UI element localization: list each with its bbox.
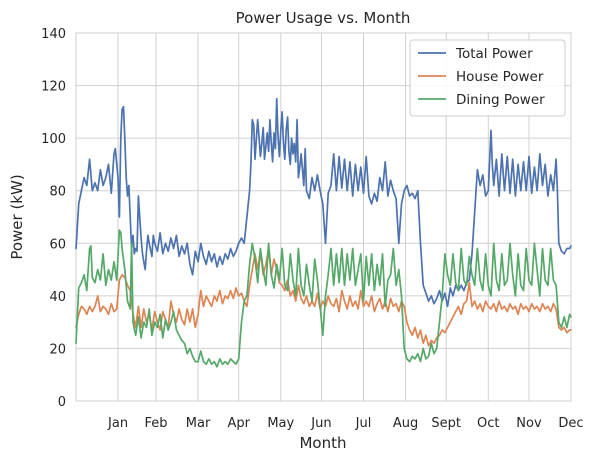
series-line-dining-power [75,229,572,368]
x-tick-label: Nov [516,416,542,431]
legend: Total Power House Power Dining Power [409,39,566,117]
x-axis-label: Month [299,434,346,452]
y-tick-label: 0 [58,395,66,410]
y-tick-label: 80 [49,185,66,200]
series-line-total-power [75,97,572,308]
x-tick-label: Sept [431,416,461,431]
legend-box [409,39,566,117]
legend-label: Dining Power [456,92,545,108]
y-tick-label: 20 [49,342,66,357]
y-tick-label: 140 [41,27,66,42]
y-tick-label: 120 [41,80,66,95]
x-tick-label: Jul [355,416,372,431]
series-group [75,97,572,368]
x-tick-label: Aug [393,416,418,431]
x-tick-label: May [267,416,294,431]
axes: 0 20 40 60 80 100 120 140 Jan Feb Mar Apr May Jun Jul A… [41,27,583,431]
y-tick-label: 100 [41,132,66,147]
y-tick-label: 40 [49,290,66,305]
x-tick-label: Dec [558,416,583,431]
y-axis-label: Power (kW) [8,174,26,259]
legend-label: House Power [456,69,544,85]
legend-label: Total Power [455,46,533,62]
x-tick-label: Oct [477,416,499,431]
x-tick-label: Jan [107,416,128,431]
x-tick-label: Jun [310,416,331,431]
x-tick-label: Feb [144,416,167,431]
x-tick-label: Apr [227,416,250,431]
chart-title: Power Usage vs. Month [236,9,411,27]
y-tick-label: 60 [49,237,66,252]
x-tick-label: Mar [186,416,211,431]
